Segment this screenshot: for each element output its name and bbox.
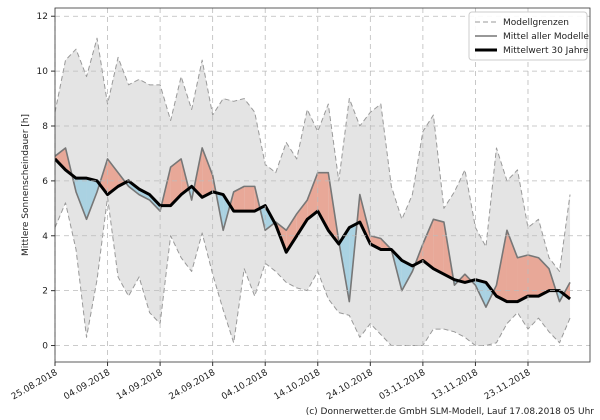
difference-fill [233, 186, 245, 212]
difference-fill [286, 213, 297, 253]
difference-fill [422, 219, 434, 269]
y-tick-label: 10 [37, 67, 49, 77]
y-tick-label: 4 [42, 232, 48, 242]
difference-fill [401, 260, 413, 291]
legend-box [468, 11, 588, 61]
difference-fill [86, 178, 98, 220]
plot-frame [54, 7, 591, 363]
difference-fill [244, 186, 255, 212]
legend-label: Mittelwert 30 Jahre [503, 46, 589, 56]
difference-fill [76, 178, 87, 220]
legend-label: Mittel aller Modelle [503, 32, 589, 42]
plot [55, 37, 571, 347]
x-tick-label: 04.09.2018 [62, 368, 112, 403]
x-tick-label: 14.09.2018 [115, 368, 165, 403]
x-tick-label: 24.10.2018 [325, 368, 375, 403]
y-tick-label: 2 [42, 287, 48, 297]
difference-fill [55, 147, 66, 170]
x-tick-label: 25.08.2018 [10, 368, 60, 403]
difference-fill [527, 254, 539, 297]
difference-fill [506, 230, 518, 302]
difference-fill [170, 158, 182, 206]
difference-fill [107, 158, 119, 195]
x-tick-label: 03.11.2018 [378, 368, 428, 403]
difference-fill [433, 219, 444, 275]
difference-fill [370, 235, 381, 250]
difference-fill [317, 172, 329, 231]
x-tick-label: 04.10.2018 [220, 368, 270, 403]
y-tick-label: 12 [37, 12, 48, 22]
legend-label: Modellgrenzen [503, 18, 569, 28]
difference-fill [296, 200, 308, 236]
difference-fill [538, 257, 550, 297]
difference-fill [485, 282, 494, 308]
difference-fill [202, 147, 213, 198]
y-tick-label: 8 [42, 122, 48, 132]
x-tick-label: 14.10.2018 [273, 368, 323, 403]
x-tick-label: 13.11.2018 [430, 368, 480, 403]
y-tick-label: 6 [42, 177, 48, 187]
difference-fill [517, 254, 528, 302]
upper-bound-line [55, 37, 571, 272]
footnote: (c) Donnerwetter.de GmbH SLM-Modell, Lau… [306, 407, 595, 417]
y-axis-label: Mittlere Sonnenscheindauer [h] [21, 114, 31, 256]
model-mean-line [55, 147, 571, 308]
lower-bound-line [55, 196, 571, 347]
x-tick-label: 23.11.2018 [483, 368, 533, 403]
y-tick-label: 0 [42, 342, 48, 352]
difference-fill [307, 172, 318, 220]
x-tick-label: 24.09.2018 [168, 368, 218, 403]
climate-mean-line [55, 157, 571, 304]
